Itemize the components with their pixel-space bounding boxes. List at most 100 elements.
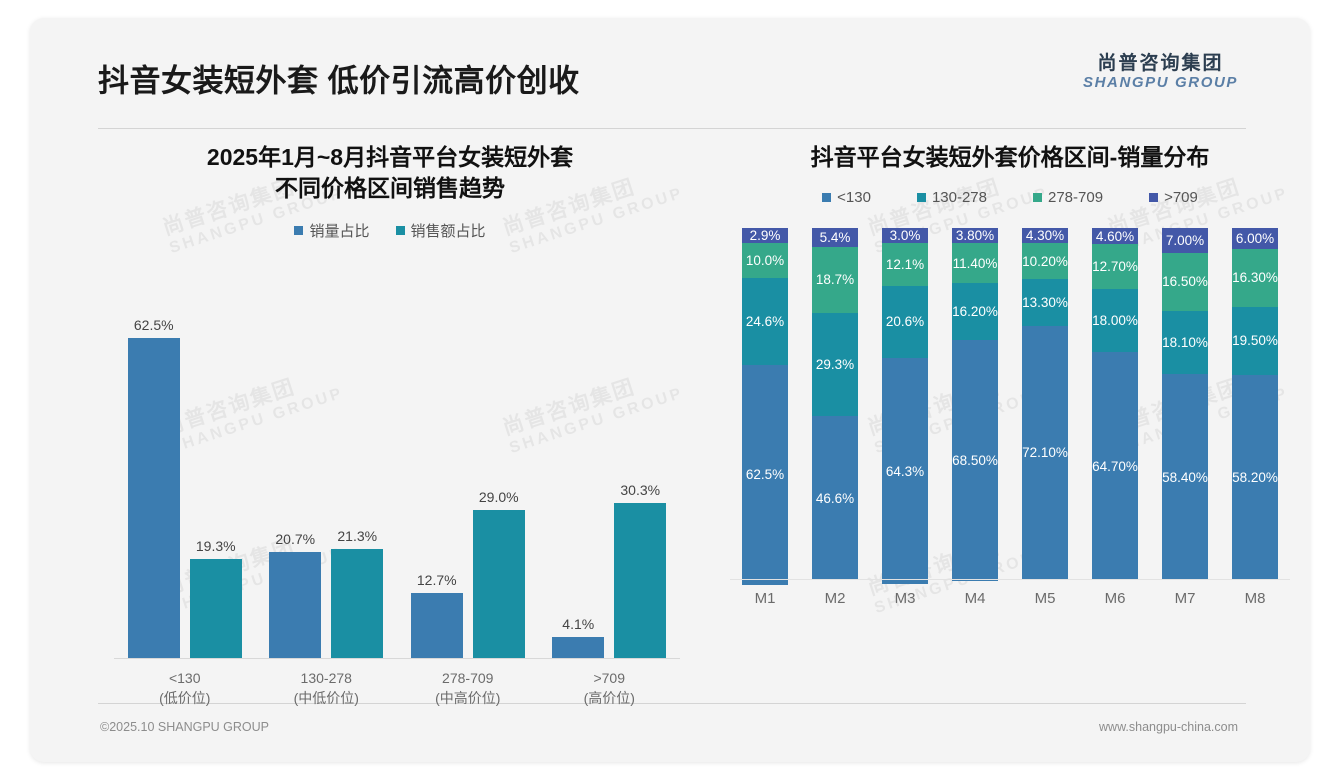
stack-segment[interactable]: 64.3% xyxy=(882,358,928,585)
stacked-bar-column[interactable]: 3.0% 12.1% 20.6% 64.3% xyxy=(870,228,940,585)
bar-rect[interactable] xyxy=(189,559,242,659)
legend-label: 130-278 xyxy=(931,189,987,207)
stacked-bar-column[interactable]: 4.60% 12.70% 18.00% 64.70% xyxy=(1080,228,1150,581)
stack-segment[interactable]: 12.1% xyxy=(882,243,928,286)
stacked-bar: 4.30% 10.20% 13.30% 72.10% xyxy=(1022,228,1068,580)
bar-value-label: 20.7% xyxy=(275,531,316,548)
stack-segment[interactable]: 6.00% xyxy=(1232,228,1278,250)
stack-segment[interactable]: 64.70% xyxy=(1092,352,1138,581)
stack-segment[interactable]: 18.7% xyxy=(812,247,858,313)
stack-segment[interactable]: 24.6% xyxy=(742,278,788,365)
stack-segment[interactable]: 16.20% xyxy=(952,283,998,341)
stack-segment-label: 19.50% xyxy=(1232,333,1278,349)
bar-column[interactable]: 62.5% xyxy=(127,259,180,659)
legend-swatch-icon xyxy=(395,226,405,236)
chart-legend-left: 销量占比 销售额占比 xyxy=(80,220,700,241)
bar-value-label: 21.3% xyxy=(337,528,378,545)
stacked-bar-column[interactable]: 4.30% 10.20% 13.30% 72.10% xyxy=(1010,228,1080,580)
bar-group: 20.7% 21.3% xyxy=(256,259,398,659)
stack-segment[interactable]: 46.6% xyxy=(812,415,858,581)
stacked-bar: 6.00% 16.30% 19.50% 58.20% xyxy=(1232,228,1278,581)
stack-segment[interactable]: 58.20% xyxy=(1232,375,1278,581)
legend-item[interactable]: 130-278 xyxy=(916,189,987,207)
legend-item[interactable]: >709 xyxy=(1149,189,1198,206)
bar-rect[interactable] xyxy=(472,509,525,659)
stack-segment[interactable]: 10.0% xyxy=(742,243,788,279)
stack-segment[interactable]: 68.50% xyxy=(952,340,998,582)
x-axis-label: M1 xyxy=(754,590,776,608)
bar-rect[interactable] xyxy=(552,637,605,659)
stack-segment[interactable]: 16.50% xyxy=(1162,252,1208,311)
legend-item[interactable]: <130 xyxy=(822,189,871,206)
chart-panel-price-distribution: 抖音平台女装短外套价格区间-销量分布 <130 130-278 278-709 >70… xyxy=(720,142,1300,722)
stacked-bar-column[interactable]: 7.00% 16.50% 18.10% 58.40% xyxy=(1150,228,1220,581)
stack-segment[interactable]: 5.4% xyxy=(812,228,858,248)
stack-segment[interactable]: 2.9% xyxy=(742,228,788,244)
stack-segment[interactable]: 13.30% xyxy=(1022,279,1068,326)
slide-header: 抖音女装短外套 低价引流高价创收 尚普咨询集团 SHANGPU GROUP xyxy=(30,18,1310,118)
stack-segment[interactable]: 3.0% xyxy=(882,228,928,244)
header-divider xyxy=(98,128,1246,129)
stack-segment-label: 58.40% xyxy=(1162,469,1208,485)
stack-segment[interactable]: 4.60% xyxy=(1092,228,1138,245)
bar-column[interactable]: 20.7% xyxy=(269,259,322,659)
x-axis-labels-left: <130 (低价位) 130-278 (中低价位) 278-709 (中高价位) >709 (… xyxy=(114,659,680,709)
legend-item[interactable]: 销售额占比 xyxy=(395,220,486,241)
legend-swatch-icon xyxy=(294,226,304,236)
x-axis-label: M3 xyxy=(894,590,916,608)
stack-segment[interactable]: 20.6% xyxy=(882,285,928,359)
stack-segment-label: 6.00% xyxy=(1235,231,1275,247)
slide-card: 抖音女装短外套 低价引流高价创收 尚普咨询集团 SHANGPU GROUP 尚普… xyxy=(30,18,1310,762)
stack-segment[interactable]: 58.40% xyxy=(1162,374,1208,581)
stack-segment-label: 12.70% xyxy=(1092,259,1138,275)
stack-segment[interactable]: 19.50% xyxy=(1232,306,1278,376)
stack-segment[interactable]: 3.80% xyxy=(952,228,998,244)
stack-segment-label: 5.4% xyxy=(819,230,851,246)
bar-value-label: 62.5% xyxy=(133,317,174,334)
footer-copyright: ©2025.10 SHANGPU GROUP xyxy=(100,720,269,734)
legend-item[interactable]: 销量占比 xyxy=(294,220,370,241)
x-axis-label: M8 xyxy=(1244,590,1266,608)
stack-segment[interactable]: 18.10% xyxy=(1162,310,1208,375)
bar-column[interactable]: 29.0% xyxy=(472,259,525,659)
bar-column[interactable]: 19.3% xyxy=(189,259,242,659)
stacked-bars: 2.9% 10.0% 24.6% 62.5% 5.4% 18.7% 29.3% 46.6% 3.… xyxy=(730,228,1290,585)
stack-segment[interactable]: 62.5% xyxy=(742,364,788,585)
stacked-bar-column[interactable]: 2.9% 10.0% 24.6% 62.5% xyxy=(730,228,800,585)
stack-segment[interactable]: 7.00% xyxy=(1162,228,1208,253)
brand-logo: 尚普咨询集团 SHANGPU GROUP xyxy=(1083,54,1238,91)
stack-segment[interactable]: 29.3% xyxy=(812,312,858,416)
bar-rect[interactable] xyxy=(331,549,384,659)
bar-rect[interactable] xyxy=(614,503,667,659)
stack-segment[interactable]: 10.20% xyxy=(1022,243,1068,280)
bar-rect[interactable] xyxy=(269,552,322,659)
bar-value-label: 4.1% xyxy=(562,616,595,633)
chart-title-right: 抖音平台女装短外套价格区间-销量分布 xyxy=(810,144,1210,170)
bar-rect[interactable] xyxy=(410,593,463,659)
bar-rect[interactable] xyxy=(127,338,180,659)
legend-item[interactable]: 278-709 xyxy=(1033,189,1103,206)
stack-segment-label: 46.6% xyxy=(815,490,855,506)
logo-english-text: SHANGPU GROUP xyxy=(1083,73,1238,91)
bar-column[interactable]: 12.7% xyxy=(410,259,463,659)
stack-segment[interactable]: 16.30% xyxy=(1232,249,1278,307)
stacked-bar-column[interactable]: 3.80% 11.40% 16.20% 68.50% xyxy=(940,228,1010,582)
bar-column[interactable]: 4.1% xyxy=(552,259,605,659)
stack-segment-label: 3.80% xyxy=(955,228,995,244)
x-axis-line-right xyxy=(730,579,1290,581)
bar-value-label: 29.0% xyxy=(478,488,519,505)
x-axis-label-tier: (中低价位) xyxy=(293,690,359,707)
stacked-bar-column[interactable]: 6.00% 16.30% 19.50% 58.20% xyxy=(1220,228,1290,581)
stack-segment[interactable]: 4.30% xyxy=(1022,228,1068,244)
bar-column[interactable]: 30.3% xyxy=(614,259,667,659)
stack-segment[interactable]: 18.00% xyxy=(1092,288,1138,353)
stacked-bar-column[interactable]: 5.4% 18.7% 29.3% 46.6% xyxy=(800,228,870,581)
bar-column[interactable]: 21.3% xyxy=(331,259,384,659)
stack-segment[interactable]: 11.40% xyxy=(952,243,998,284)
stack-segment[interactable]: 12.70% xyxy=(1092,244,1138,289)
bar-value-label: 30.3% xyxy=(620,482,661,499)
x-axis-label-tier: (高价位) xyxy=(583,690,635,707)
page-title: 抖音女装短外套 低价引流高价创收 xyxy=(98,63,580,99)
stack-segment[interactable]: 72.10% xyxy=(1022,325,1068,580)
